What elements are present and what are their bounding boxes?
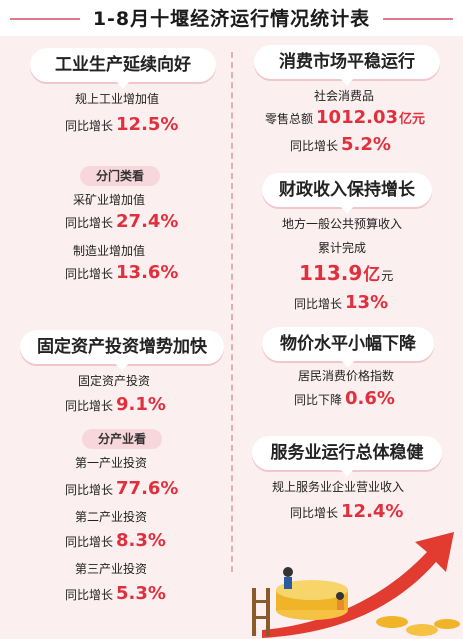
services-line1: 规上服务业企业营业收入 — [272, 480, 405, 494]
tertiary-sector-label: 第三产业投资 — [75, 562, 148, 576]
page-title: 1-8月十堰经济运行情况统计表 — [92, 8, 371, 30]
manufacturing-growth-row: 同比增长 13.6% — [65, 262, 178, 283]
secondary-sector-growth-row: 同比增长 8.3% — [65, 530, 166, 551]
consumption-line1: 社会消费品 — [314, 89, 375, 103]
rising-arrow-icon — [262, 532, 454, 638]
section-heading-prices: 物价水平小幅下降 — [262, 327, 434, 368]
revenue-growth-row: 同比增长 13% — [294, 292, 388, 313]
heading-notch — [340, 78, 354, 86]
industry-heading-text: 工业生产延续向好 — [55, 55, 191, 75]
tertiary-sector-growth-prefix: 同比增长 — [65, 588, 114, 602]
mining-label: 采矿业增加值 — [73, 193, 146, 207]
coin-icon — [406, 624, 438, 636]
worker-figure-icon — [284, 577, 292, 589]
consumption-total-row: 零售总额 1012.03亿元 — [265, 107, 425, 128]
investment-metric-label: 固定资产投资 — [78, 374, 151, 388]
consumption-growth-prefix: 同比增长 — [290, 139, 339, 153]
title-rule-left — [10, 18, 80, 20]
mining-growth-prefix: 同比增长 — [65, 216, 114, 230]
consumption-total-prefix: 零售总额 — [265, 112, 314, 126]
coin-icon — [434, 619, 460, 629]
worker-figure-icon — [337, 600, 344, 610]
investment-growth-prefix: 同比增长 — [65, 399, 114, 413]
coin-stack-icon — [276, 580, 348, 600]
industry-growth-prefix: 同比增长 — [65, 119, 114, 133]
growth-illustration — [252, 532, 460, 638]
ladder-icon — [252, 616, 270, 619]
investment-growth-value: 9.1% — [116, 394, 166, 415]
manufacturing-growth-prefix: 同比增长 — [65, 267, 114, 281]
heading-notch — [340, 206, 354, 214]
primary-sector-growth-prefix: 同比增长 — [65, 483, 114, 497]
section-heading-consumption: 消费市场平稳运行 — [254, 45, 440, 86]
revenue-line1: 地方一般公共预算收入 — [282, 217, 403, 231]
worker-figure-icon — [336, 592, 344, 600]
coin-icon — [376, 616, 408, 628]
revenue-line2: 累计完成 — [318, 241, 367, 255]
section-heading-industry: 工业生产延续向好 — [30, 48, 216, 89]
prices-change-prefix: 同比下降 — [294, 393, 343, 407]
consumption-growth-value: 5.2% — [341, 134, 391, 155]
services-growth-prefix: 同比增长 — [290, 506, 339, 520]
primary-sector-label: 第一产业投资 — [75, 456, 148, 470]
tertiary-sector-growth-row: 同比增长 5.3% — [65, 583, 166, 604]
heading-notch — [341, 360, 355, 368]
tertiary-sector-growth-value: 5.3% — [116, 583, 166, 604]
column-divider — [231, 52, 233, 572]
industry-growth-row: 同比增长 12.5% — [65, 114, 178, 135]
ladder-icon — [252, 588, 256, 636]
worker-figure-icon — [283, 567, 293, 577]
prices-change-row: 同比下降 0.6% — [294, 388, 395, 409]
heading-notch — [115, 363, 129, 371]
services-growth-row: 同比增长 12.4% — [290, 501, 403, 522]
prices-heading-text: 物价水平小幅下降 — [280, 334, 416, 354]
mining-growth-value: 27.4% — [116, 211, 179, 232]
heading-notch — [340, 469, 354, 477]
services-heading-text: 服务业运行总体稳健 — [270, 443, 424, 463]
revenue-total-unit: 亿 — [363, 265, 381, 285]
revenue-growth-value: 13% — [345, 292, 389, 313]
services-growth-value: 12.4% — [341, 501, 404, 522]
section-heading-services: 服务业运行总体稳健 — [252, 436, 442, 477]
primary-sector-growth-row: 同比增长 77.6% — [65, 478, 178, 499]
revenue-heading-text: 财政收入保持增长 — [279, 180, 415, 200]
ladder-icon — [252, 600, 270, 603]
heading-notch — [116, 81, 130, 89]
industry-growth-value: 12.5% — [116, 114, 179, 135]
title-rule-right — [383, 18, 453, 20]
consumption-heading-text: 消费市场平稳运行 — [279, 52, 415, 72]
mining-growth-row: 同比增长 27.4% — [65, 211, 178, 232]
revenue-total-row: 113.9亿元 — [296, 260, 393, 285]
primary-sector-growth-value: 77.6% — [116, 478, 179, 499]
industry-breakdown-pill: 分门类看 — [80, 166, 160, 186]
consumption-total-unit: 亿元 — [399, 112, 426, 127]
revenue-total-unit-small: 元 — [381, 269, 394, 283]
ladder-icon — [266, 588, 270, 636]
section-heading-investment: 固定资产投资增势加快 — [20, 330, 224, 371]
investment-growth-row: 同比增长 9.1% — [65, 394, 166, 415]
consumption-growth-row: 同比增长 5.2% — [290, 134, 391, 155]
prices-line1: 居民消费价格指数 — [298, 369, 395, 383]
consumption-total-value: 1012.03 — [316, 107, 398, 128]
prices-change-value: 0.6% — [345, 388, 395, 409]
secondary-sector-growth-value: 8.3% — [116, 530, 166, 551]
secondary-sector-growth-prefix: 同比增长 — [65, 535, 114, 549]
revenue-growth-prefix: 同比增长 — [294, 297, 343, 311]
manufacturing-growth-value: 13.6% — [116, 262, 179, 283]
industry-metric-label: 规上工业增加值 — [75, 92, 160, 106]
investment-breakdown-pill: 分产业看 — [82, 429, 162, 449]
revenue-total-value: 113.9 — [299, 261, 363, 285]
secondary-sector-label: 第二产业投资 — [75, 510, 148, 524]
section-heading-revenue: 财政收入保持增长 — [262, 173, 432, 214]
manufacturing-label: 制造业增加值 — [73, 244, 146, 258]
investment-heading-text: 固定资产投资增势加快 — [37, 337, 207, 357]
